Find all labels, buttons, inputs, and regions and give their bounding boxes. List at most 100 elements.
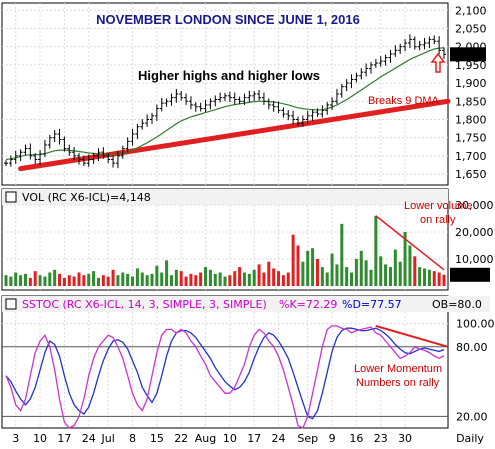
- volume-bar: [398, 261, 402, 286]
- volume-ytick-label: 30,000: [455, 199, 494, 212]
- ohlc-bar: [427, 36, 432, 49]
- ohlc-bar: [18, 149, 23, 161]
- volume-bar: [101, 275, 105, 286]
- volume-bar: [291, 234, 295, 286]
- volume-bar: [379, 256, 383, 286]
- volume-bar: [242, 272, 246, 286]
- ohlc-bar: [383, 54, 388, 66]
- volume-bar: [43, 276, 47, 286]
- volume-bar: [82, 275, 86, 286]
- ohlc-bar: [364, 63, 369, 77]
- volume-bar: [388, 267, 392, 286]
- volume-bar: [252, 269, 256, 286]
- x-axis-label: Sep: [297, 432, 318, 445]
- ohlc-bar: [77, 152, 81, 165]
- volume-bar: [296, 245, 300, 286]
- stochastic-ytick-label: 100.00: [456, 318, 495, 331]
- volume-bar: [369, 269, 373, 286]
- ohlc-bar: [422, 37, 427, 50]
- volume-bar: [345, 267, 349, 286]
- volume-bar: [33, 271, 37, 286]
- stochastic-header: SSTOC (RC X6-ICL, 14, 3, SIMPLE, 3, SIMP…: [22, 298, 267, 311]
- ohlc-bar: [417, 40, 422, 51]
- volume-bar: [238, 267, 242, 286]
- price-ytick-label: 1,850: [455, 95, 487, 108]
- volume-ytick-label: 20,000: [455, 226, 494, 239]
- ohlc-bar: [42, 139, 47, 157]
- volume-bar: [131, 276, 135, 286]
- ohlc-bar: [296, 116, 300, 127]
- ohlc-bar: [154, 104, 159, 121]
- ohlc-bar: [373, 59, 378, 68]
- ohlc-bar: [33, 152, 38, 164]
- ohlc-bar: [325, 102, 330, 115]
- x-axis-label: 17: [247, 432, 261, 445]
- ohlc-bar: [213, 95, 218, 107]
- ohlc-bar: [349, 74, 354, 89]
- ohlc-bar: [4, 160, 8, 167]
- annotation-lower-momentum-1: Lower Momentum: [354, 363, 442, 375]
- volume-bar: [393, 249, 397, 286]
- volume-bar: [306, 250, 310, 286]
- volume-bar: [135, 268, 139, 286]
- volume-header: VOL (RC X6-ICL)=4,148: [22, 191, 151, 204]
- ohlc-bar: [437, 36, 442, 54]
- price-ytick-label: 1,650: [455, 168, 487, 181]
- ohlc-bar: [13, 150, 18, 164]
- stochastic-k-line: [5, 325, 445, 429]
- volume-bar: [427, 269, 431, 286]
- x-axis-label: 16: [349, 432, 363, 445]
- ohlc-bar: [393, 45, 398, 57]
- price-ytick-label: 2,050: [455, 22, 487, 35]
- volume-bar: [150, 273, 154, 286]
- ohlc-bar: [57, 128, 62, 145]
- volume-bar: [184, 276, 188, 286]
- ohlc-bar: [310, 109, 315, 121]
- ohlc-bar: [223, 92, 227, 102]
- volume-bar: [208, 269, 212, 286]
- x-axis-label: Daily: [456, 432, 484, 445]
- ohlc-bar: [28, 143, 33, 160]
- volume-bar: [140, 272, 144, 286]
- x-axis-label: 24: [82, 432, 96, 445]
- price-last-value: 1979: [453, 48, 484, 61]
- volume-bar: [155, 265, 159, 286]
- volume-bar: [247, 273, 251, 286]
- x-axis-label: 10: [223, 432, 237, 445]
- ohlc-bar: [305, 110, 310, 124]
- volume-last-value-box: [450, 267, 490, 282]
- volume-header-bg: [2, 189, 448, 205]
- volume-trendline: [375, 215, 445, 271]
- ohlc-bar: [237, 96, 242, 105]
- volume-bar: [267, 261, 271, 286]
- ohlc-bar: [203, 99, 208, 113]
- ohlc-bar: [286, 110, 291, 121]
- ohlc-bar: [130, 128, 135, 146]
- ohlc-bar: [271, 100, 276, 112]
- ohlc-bar: [86, 154, 91, 167]
- volume-bar: [364, 260, 368, 286]
- ohlc-bar: [227, 91, 232, 103]
- ohlc-bar: [291, 110, 296, 125]
- ohlc-bar: [81, 155, 86, 167]
- ohlc-bar: [247, 90, 252, 103]
- volume-bar: [87, 273, 91, 286]
- ohlc-bar: [276, 101, 281, 114]
- volume-bar: [311, 248, 315, 286]
- volume-bar: [320, 267, 324, 286]
- volume-bar: [354, 259, 358, 286]
- volume-bar: [169, 275, 173, 286]
- volume-bar: [14, 272, 18, 286]
- ohlc-bar: [232, 92, 237, 105]
- volume-bar: [189, 273, 193, 286]
- x-axis-label: 9: [329, 432, 336, 445]
- volume-bar: [116, 275, 120, 286]
- price-chart-title: NOVEMBER LONDON SINCE JUNE 1, 2016: [96, 12, 360, 27]
- volume-bar: [160, 272, 164, 286]
- volume-bar: [165, 260, 169, 286]
- volume-bar: [23, 273, 27, 286]
- volume-bar: [286, 272, 290, 286]
- volume-bar: [403, 232, 407, 286]
- stochastic-ytick-label: 80.00: [456, 341, 488, 354]
